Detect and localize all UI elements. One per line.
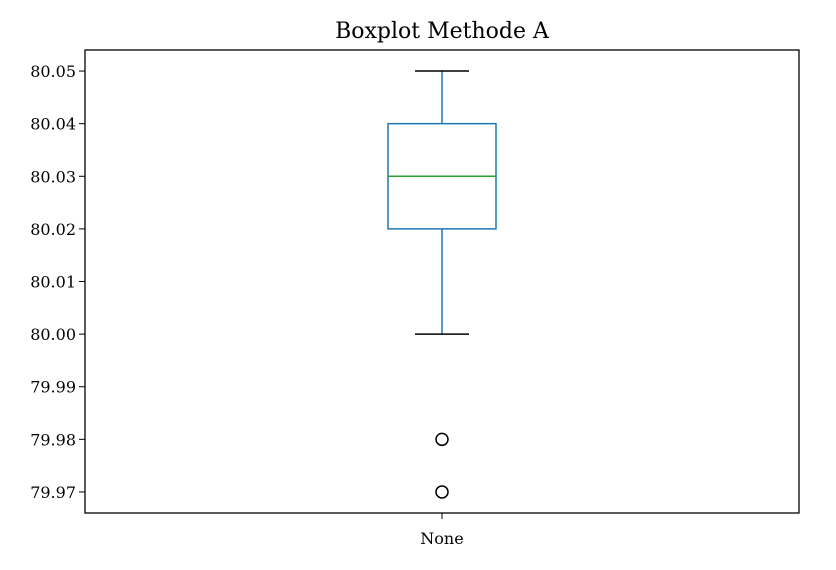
x-tick-label: None bbox=[420, 529, 463, 548]
chart-title: Boxplot Methode A bbox=[335, 19, 550, 44]
y-tick-label: 80.03 bbox=[30, 167, 76, 186]
box-series bbox=[387, 70, 497, 499]
y-tick-label: 80.00 bbox=[30, 325, 76, 344]
outlier-point bbox=[435, 432, 449, 447]
y-tick-label: 79.97 bbox=[30, 483, 76, 502]
y-tick-label: 79.99 bbox=[30, 378, 76, 397]
y-tick-label: 80.04 bbox=[30, 115, 76, 134]
outlier-point bbox=[435, 485, 449, 499]
y-tick-label: 80.02 bbox=[30, 220, 76, 239]
x-axis: None bbox=[420, 513, 464, 548]
y-tick-label: 80.05 bbox=[30, 62, 76, 81]
y-axis: 80.05 80.04 80.03 80.02 80.01 80.00 79.99 79.98… bbox=[30, 62, 85, 502]
y-tick-label: 79.98 bbox=[30, 430, 76, 449]
y-tick-label: 80.01 bbox=[30, 273, 76, 292]
